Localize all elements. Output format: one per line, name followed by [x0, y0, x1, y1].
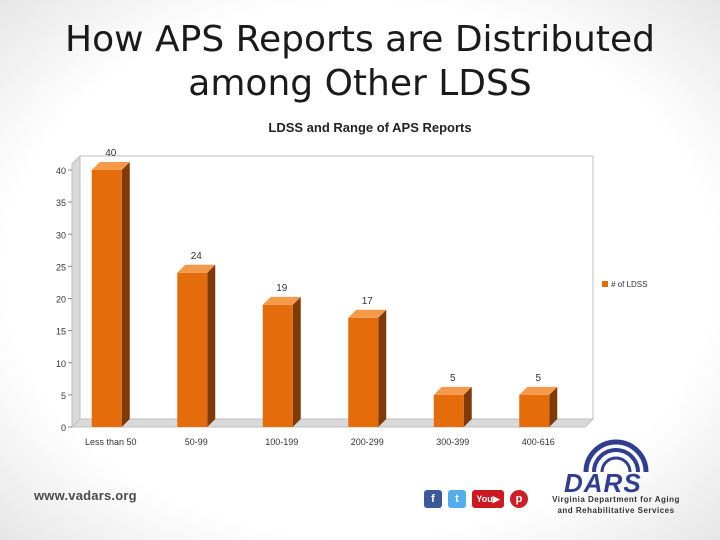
x-tick-label: 400-616 [522, 437, 555, 447]
chart-floor [70, 418, 595, 428]
data-label: 40 [105, 148, 117, 159]
youtube-icon[interactable]: You▶ [472, 490, 504, 508]
bar [519, 394, 550, 427]
bar [91, 170, 122, 427]
y-tick-label: 5 [61, 391, 66, 401]
legend-swatch [602, 281, 608, 287]
data-label: 5 [535, 373, 541, 384]
bar-side [378, 309, 387, 427]
data-label: 5 [450, 373, 456, 384]
bar-side [463, 386, 472, 427]
bar [177, 272, 208, 427]
chart-title: LDSS and Range of APS Reports [268, 120, 472, 135]
x-tick-label: Less than 50 [85, 437, 137, 447]
y-tick-label: 20 [56, 295, 66, 305]
bar-top [177, 264, 216, 273]
bar [262, 304, 293, 427]
dars-logo-arcs [583, 439, 649, 473]
twitter-icon[interactable]: t [448, 490, 466, 508]
bar-top [262, 296, 301, 305]
data-label: 24 [191, 251, 203, 262]
slide-title-line2: among Other LDSS [188, 63, 532, 104]
y-tick-label: 15 [56, 327, 66, 337]
chart-back-wall [79, 155, 594, 420]
x-tick-label: 300-399 [436, 437, 469, 447]
bar-top [433, 386, 472, 395]
logo-name: DARS [564, 468, 642, 498]
bar-top [91, 162, 130, 170]
y-tick-label: 35 [56, 198, 66, 208]
slide-title-line1: How APS Reports are Distributed [65, 19, 655, 60]
x-tick-label: 50-99 [185, 437, 208, 447]
bar [348, 317, 379, 427]
bar-side [207, 264, 216, 427]
facebook-icon[interactable]: f [424, 490, 442, 508]
bar-side [292, 296, 301, 427]
chart-side-wall [71, 154, 81, 429]
data-label: 19 [276, 283, 288, 294]
bar-side [549, 386, 558, 427]
y-tick-label: 10 [56, 359, 66, 369]
bar-top [519, 386, 558, 395]
bar-top [348, 309, 387, 318]
logo-subtitle-line1: Virginia Department for Aging [552, 495, 680, 504]
pinterest-icon[interactable]: p [510, 490, 528, 508]
y-tick-label: 0 [61, 423, 66, 433]
legend-label: # of LDSS [611, 280, 647, 289]
footer-url[interactable]: www.vadars.org [34, 488, 137, 503]
bar [433, 394, 464, 427]
logo-subtitle-line2: and Rehabilitative Services [557, 506, 675, 515]
bar-side [121, 162, 130, 427]
slide-title: How APS Reports are Distributed among Ot… [60, 18, 660, 106]
x-tick-label: 100-199 [265, 437, 298, 447]
y-tick-label: 30 [56, 230, 66, 240]
x-tick-label: 200-299 [351, 437, 384, 447]
social-icons: f t You▶ p [424, 488, 528, 510]
y-tick-label: 25 [56, 262, 66, 272]
dars-logo: DARS Virginia Department for Aging and R… [536, 428, 696, 528]
y-tick-label: 40 [56, 166, 66, 176]
data-label: 17 [362, 296, 374, 307]
logo-subtitle: Virginia Department for Aging and Rehabi… [536, 494, 696, 516]
